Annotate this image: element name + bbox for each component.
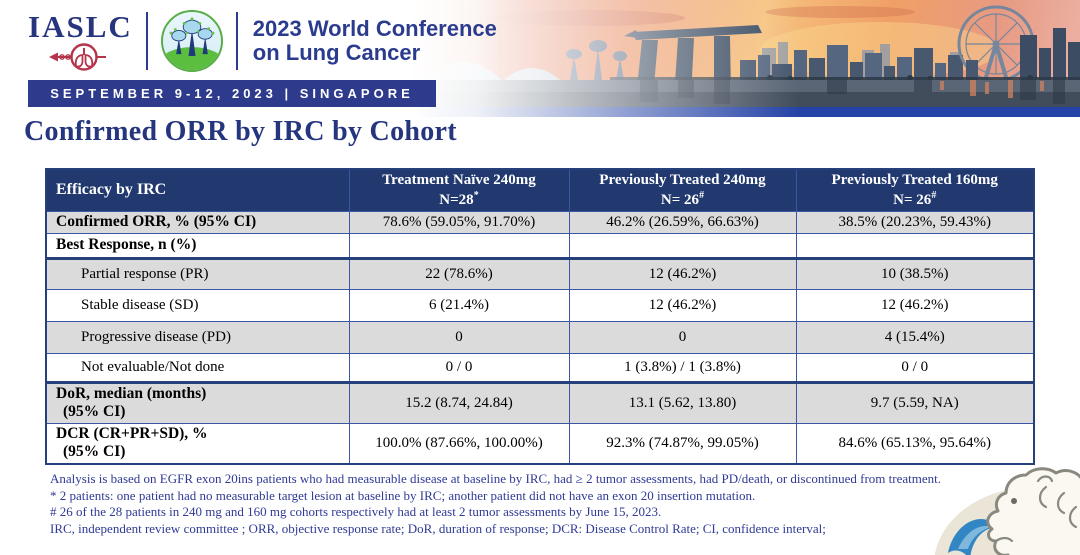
table-row: Best Response, n (%) bbox=[45, 232, 1035, 259]
value-cell: 0 bbox=[348, 320, 570, 354]
conference-title-line2: on Lung Cancer bbox=[252, 40, 421, 65]
value-cell: 0 bbox=[568, 320, 797, 354]
efficacy-table: Efficacy by IRC Treatment Naïve 240mg N=28… bbox=[45, 168, 1035, 465]
value-cell: 0 / 0 bbox=[348, 352, 570, 383]
iaslc-logo: IASLC bbox=[28, 11, 133, 72]
row-label: Best Response, n (%) bbox=[45, 232, 350, 259]
singapore-skyline-photo bbox=[410, 0, 1080, 117]
value-cell: 12 (46.2%) bbox=[568, 256, 797, 290]
value-cell: 9.7 (5.59, NA) bbox=[795, 380, 1035, 424]
value-cell: 1 (3.8%) / 1 (3.8%) bbox=[568, 352, 797, 383]
column-header: Efficacy by IRC bbox=[45, 168, 350, 212]
footnote-line: * 2 patients: one patient had no measura… bbox=[50, 487, 756, 503]
logo-divider bbox=[235, 12, 238, 70]
supertrees-logo-icon bbox=[160, 10, 223, 72]
conference-header: IASLC bbox=[28, 10, 497, 72]
table-row: Confirmed ORR, % (95% CI) 78.6% (59.05%, … bbox=[45, 210, 1035, 234]
value-cell: 0 / 0 bbox=[795, 352, 1035, 383]
date-banner: SEPTEMBER 9-12, 2023 | SINGAPORE bbox=[28, 80, 436, 107]
merlion-logo bbox=[934, 467, 1080, 555]
table-header-row: Efficacy by IRC Treatment Naïve 240mg N=28… bbox=[45, 168, 1035, 212]
conference-title: 2023 World Conference on Lung Cancer bbox=[252, 15, 497, 65]
value-cell: 13.1 (5.62, 13.80) bbox=[568, 380, 797, 424]
footnote-line: # 26 of the 28 patients in 240 mg and 16… bbox=[50, 504, 662, 519]
value-cell: 12 (46.2%) bbox=[568, 288, 797, 322]
value-cell: 4 (15.4%) bbox=[795, 320, 1035, 354]
row-label: Not evaluable/Not done bbox=[45, 352, 350, 383]
value-cell: 10 (38.5%) bbox=[795, 256, 1035, 290]
row-label: DoR, median (months) (95% CI) bbox=[45, 380, 350, 424]
column-header: Treatment Naïve 240mg N=28* bbox=[348, 168, 570, 212]
column-header: Previously Treated 160mg N= 26# bbox=[795, 168, 1035, 212]
value-cell bbox=[568, 232, 797, 259]
table-row: Stable disease (SD) 6 (21.4%) 12 (46.2%) 12… bbox=[45, 288, 1035, 322]
value-cell: 78.6% (59.05%, 91.70%) bbox=[348, 210, 570, 234]
iaslc-logo-text: IASLC bbox=[28, 8, 133, 44]
value-cell: 22 (78.6%) bbox=[348, 256, 570, 290]
conference-title-line1: 2023 World Conference bbox=[252, 15, 497, 41]
value-cell bbox=[348, 232, 570, 259]
iaslc-lung-emblem-icon bbox=[49, 42, 107, 71]
row-label: Progressive disease (PD) bbox=[45, 320, 350, 354]
row-label: DCR (CR+PR+SD), % (95% CI) bbox=[45, 422, 350, 465]
footnote-line: Analysis is based on EGFR exon 20ins pat… bbox=[50, 471, 941, 486]
table-row: Partial response (PR) 22 (78.6%) 12 (46.2%… bbox=[45, 256, 1035, 290]
value-cell: 100.0% (87.66%, 100.00%) bbox=[348, 422, 570, 465]
value-cell: 6 (21.4%) bbox=[348, 288, 570, 322]
value-cell: 92.3% (74.87%, 99.05%) bbox=[568, 422, 797, 465]
value-cell: 46.2% (26.59%, 66.63%) bbox=[568, 210, 797, 234]
footnote-line: IRC, independent review committee ; ORR,… bbox=[50, 520, 826, 536]
footnotes: Analysis is based on EGFR exon 20ins pat… bbox=[50, 471, 960, 537]
logo-divider bbox=[145, 12, 148, 70]
value-cell: 12 (46.2%) bbox=[795, 288, 1035, 322]
table-row: DoR, median (months) (95% CI) 15.2 (8.74, … bbox=[45, 380, 1035, 424]
table-row: Progressive disease (PD) 0 0 4 (15.4%) bbox=[45, 320, 1035, 354]
row-label: Confirmed ORR, % (95% CI) bbox=[45, 210, 350, 234]
value-cell: 38.5% (20.23%, 59.43%) bbox=[795, 210, 1035, 234]
row-label: Partial response (PR) bbox=[45, 256, 350, 290]
value-cell: 15.2 (8.74, 24.84) bbox=[348, 380, 570, 424]
table-row: DCR (CR+PR+SD), % (95% CI) 100.0% (87.66%,… bbox=[45, 422, 1035, 465]
column-header: Previously Treated 240mg N= 26# bbox=[568, 168, 797, 212]
photo-white-fade bbox=[410, 0, 1080, 117]
value-cell: 84.6% (65.13%, 95.64%) bbox=[795, 422, 1035, 465]
page-title: Confirmed ORR by IRC by Cohort bbox=[24, 116, 457, 147]
row-label: Stable disease (SD) bbox=[45, 288, 350, 322]
value-cell bbox=[795, 232, 1035, 259]
